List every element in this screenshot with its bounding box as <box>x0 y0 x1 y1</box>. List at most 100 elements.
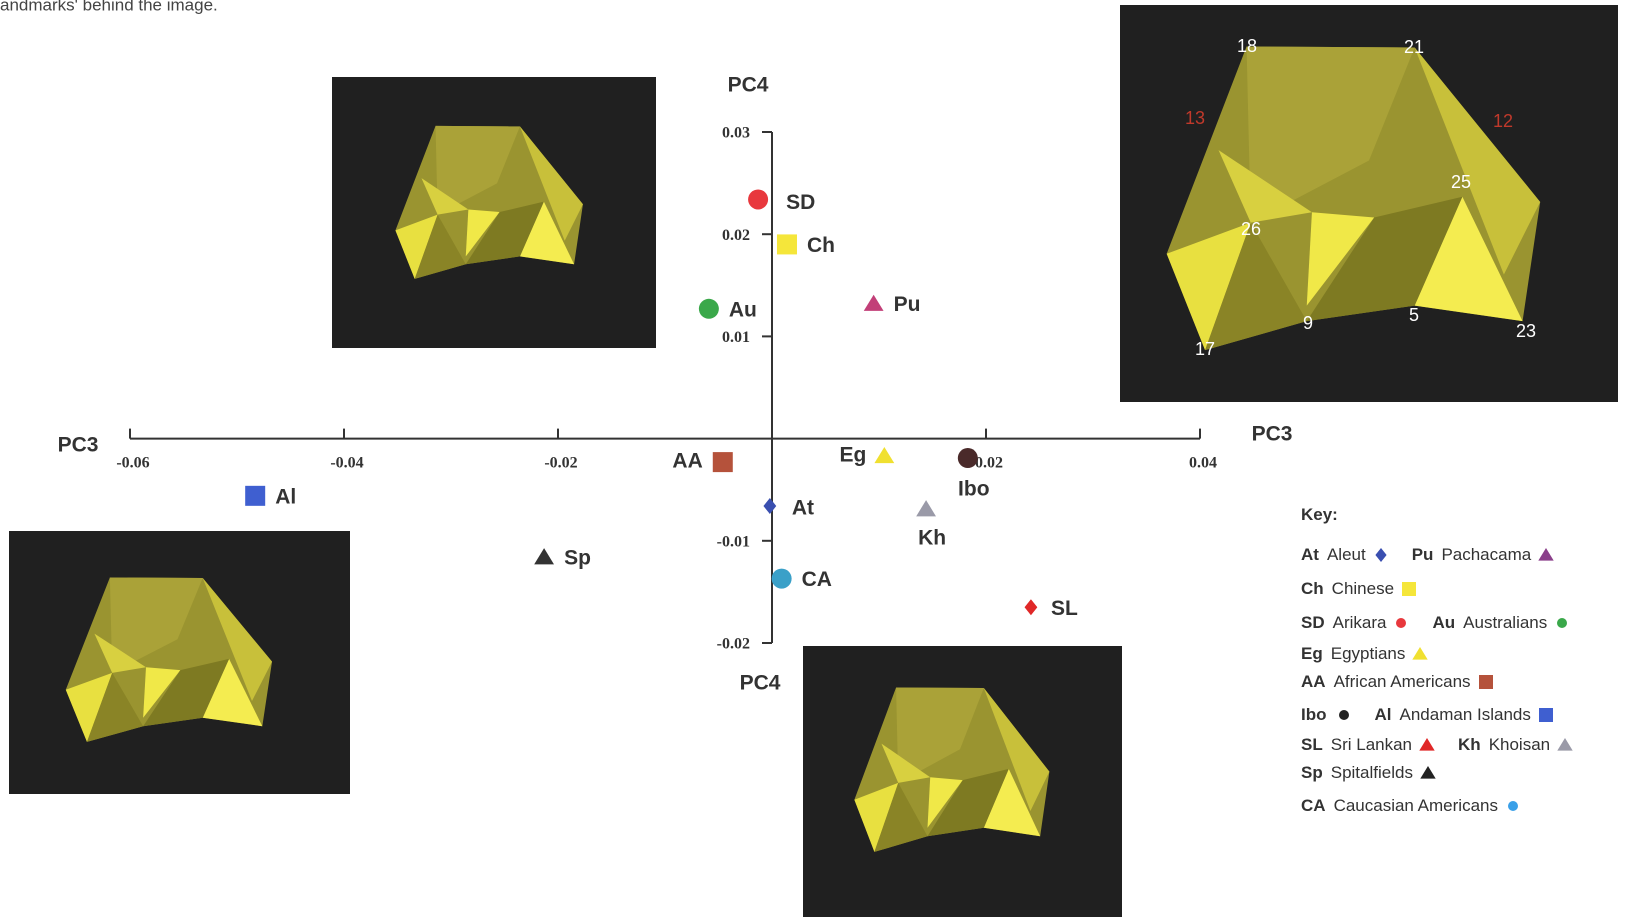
point <box>874 446 895 464</box>
point <box>1024 599 1038 616</box>
point-label: Ibo <box>958 478 990 501</box>
point-label: SD <box>786 191 815 214</box>
x-axis-label: PC3 <box>1252 423 1293 446</box>
legend-marker <box>1507 801 1518 811</box>
legend-marker <box>1419 738 1435 751</box>
legend-row: AA African Americans <box>1301 672 1495 692</box>
point <box>1557 618 1568 628</box>
legend-marker <box>1478 675 1493 689</box>
point-label: SL <box>1051 597 1078 620</box>
legend-name: Spitalfields <box>1330 763 1413 782</box>
landmark-label: 23 <box>1516 321 1536 341</box>
legend-marker <box>1375 548 1387 562</box>
legend-name: Pachacama <box>1441 545 1532 564</box>
legend-marker <box>1396 618 1407 628</box>
point <box>1557 738 1573 751</box>
point <box>1419 738 1435 751</box>
landmark-label: 21 <box>1404 37 1424 57</box>
landmark-label: 18 <box>1237 36 1257 56</box>
legend-marker <box>1402 582 1417 596</box>
point <box>245 485 266 506</box>
legend-name: African Americans <box>1333 672 1471 691</box>
point-label: Sp <box>564 547 591 570</box>
legend-name: Aleut <box>1326 545 1366 564</box>
landmark-label: 5 <box>1409 305 1419 325</box>
point <box>957 448 978 469</box>
legend-code: AA <box>1301 672 1326 691</box>
legend-name: Sri Lankan <box>1330 735 1413 754</box>
point <box>748 189 769 210</box>
legend-marker <box>1538 708 1553 722</box>
point-label: Pu <box>894 293 921 316</box>
x-tick-label: -0.02 <box>544 454 577 471</box>
legend-code: Ch <box>1301 579 1324 598</box>
landmark-label: 17 <box>1195 339 1215 359</box>
legend-marker <box>1338 710 1349 720</box>
point <box>1507 801 1518 811</box>
point-label: Al <box>275 485 296 508</box>
legend-code: SL <box>1301 735 1323 754</box>
landmark-label: 9 <box>1303 313 1313 333</box>
legend-row: Ibo Al Andaman Islands <box>1301 705 1555 725</box>
landmark-label: 12 <box>1493 111 1513 131</box>
landmark-label: 25 <box>1451 172 1471 192</box>
legend-code: Al <box>1374 705 1392 724</box>
point <box>916 500 936 517</box>
x-axis-label: PC3 <box>58 434 99 457</box>
legend-name: Arikara <box>1332 613 1387 632</box>
legend-row: Ch Chinese <box>1301 579 1418 599</box>
legend-row: At Aleut Pu Pachacama <box>1301 545 1555 565</box>
point-label: Eg <box>840 444 867 467</box>
legend-code: Sp <box>1301 763 1323 782</box>
y-tick-label: -0.02 <box>717 636 750 653</box>
legend-marker <box>1420 766 1436 779</box>
x-tick-label: -0.04 <box>330 454 363 471</box>
x-tick-label: 0.02 <box>975 454 1003 471</box>
y-tick-label: 0.02 <box>722 227 750 244</box>
y-tick-label: 0.01 <box>722 329 750 346</box>
legend-marker <box>1557 618 1568 628</box>
point-label: Kh <box>918 527 946 550</box>
legend-row: SD Arikara Au Australians <box>1301 613 1571 633</box>
legend-code: Ibo <box>1301 705 1327 724</box>
x-tick-label: -0.06 <box>116 454 149 471</box>
landmark-label: 26 <box>1241 219 1261 239</box>
legend-marker <box>1412 647 1429 660</box>
point <box>1538 708 1553 722</box>
point-label: Ch <box>807 234 835 257</box>
legend-code: CA <box>1301 796 1326 815</box>
legend-name: Australians <box>1463 613 1548 632</box>
legend-row: Eg Egyptians <box>1301 644 1429 664</box>
landmark-label: 13 <box>1185 108 1205 128</box>
legend-code: Kh <box>1458 735 1481 754</box>
point <box>763 498 777 515</box>
point <box>1538 548 1554 561</box>
legend-name: Chinese <box>1331 579 1395 598</box>
legend-code: Pu <box>1411 545 1434 564</box>
legend-code: Eg <box>1301 644 1323 663</box>
legend-title: Key: <box>1301 505 1338 524</box>
point <box>1402 582 1417 596</box>
x-tick-label: 0.04 <box>1189 454 1217 471</box>
y-tick-label: 0.03 <box>722 125 750 142</box>
y-axis-label: PC4 <box>740 672 781 695</box>
point <box>534 548 554 565</box>
legend-code: At <box>1301 545 1319 564</box>
y-axis-label: PC4 <box>728 74 769 97</box>
point-label: CA <box>802 568 832 591</box>
legend-name: Andaman Islands <box>1399 705 1531 724</box>
legend-row: CA Caucasian Americans <box>1301 796 1522 816</box>
y-tick-label: -0.01 <box>717 533 750 550</box>
point <box>1375 548 1387 562</box>
point <box>1420 766 1436 779</box>
legend-name: Egyptians <box>1330 644 1406 663</box>
point <box>1478 675 1493 689</box>
legend-row: SL Sri Lankan Kh Khoisan <box>1301 735 1574 755</box>
legend-code: SD <box>1301 613 1325 632</box>
point <box>863 294 884 311</box>
caption: andmarks' behind the image. <box>0 0 218 14</box>
point <box>1412 647 1429 660</box>
point <box>776 234 797 255</box>
legend-name: Caucasian Americans <box>1333 796 1498 815</box>
